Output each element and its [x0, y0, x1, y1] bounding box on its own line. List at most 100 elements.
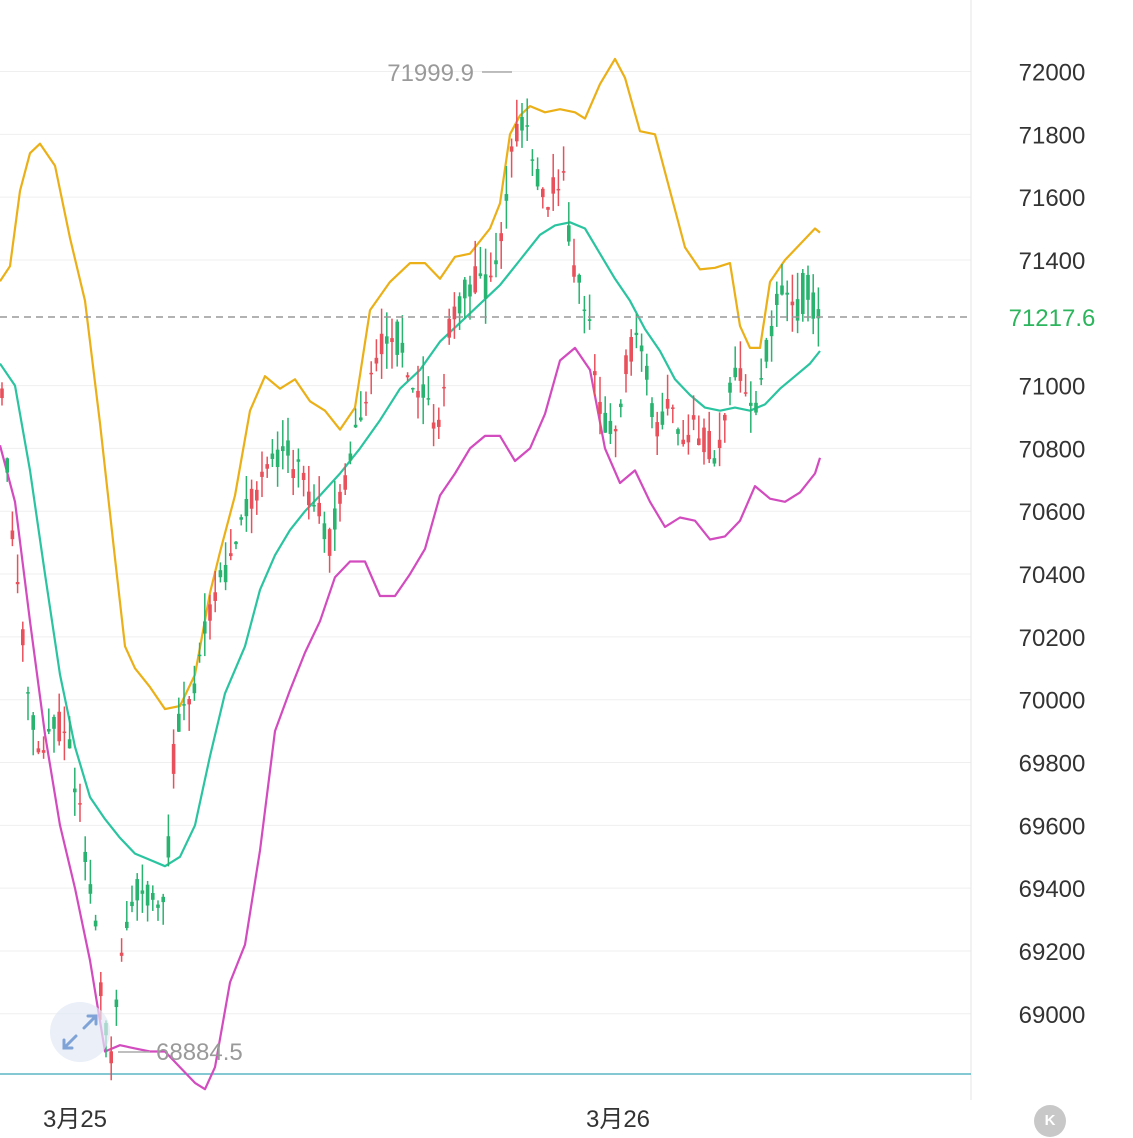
candle-body — [301, 472, 306, 480]
candle-body — [593, 371, 597, 376]
candle-body — [561, 171, 566, 173]
candle-body — [463, 279, 467, 299]
candle-body — [374, 357, 379, 364]
candle-body — [535, 169, 540, 187]
candle-body — [88, 884, 93, 894]
kline-settings-button[interactable]: K — [1034, 1105, 1066, 1137]
candle-body — [468, 284, 472, 297]
candle-body — [790, 301, 795, 306]
candle-body — [775, 293, 779, 305]
candle-body — [707, 430, 711, 460]
candle-body — [52, 716, 56, 729]
candle-body — [353, 424, 358, 428]
bollinger-bands — [0, 57, 822, 1091]
y-tick-label: 71800 — [1019, 122, 1086, 149]
y-tick-label: 71000 — [1019, 374, 1086, 401]
candle-body — [634, 332, 639, 336]
candle-body — [229, 553, 233, 557]
expand-button[interactable] — [50, 1002, 110, 1062]
candle-body — [385, 336, 389, 344]
candle-body — [145, 884, 150, 906]
candle-body — [749, 402, 753, 406]
candle-body — [473, 266, 477, 293]
candle-body — [795, 299, 800, 321]
candle-body — [151, 893, 155, 900]
candle-body — [203, 621, 207, 634]
candle-body — [624, 355, 628, 375]
candle-body — [31, 715, 35, 730]
candle-body — [364, 401, 368, 404]
candle-body — [603, 412, 607, 433]
candle-body — [520, 116, 524, 131]
candle-body — [161, 896, 165, 903]
candle-body — [452, 306, 457, 320]
candle-body — [0, 388, 4, 399]
x-axis: 3月25 3月26 — [43, 1106, 650, 1133]
candle-body — [780, 285, 784, 295]
candle-body — [192, 683, 197, 694]
middle-band — [0, 221, 821, 868]
candle-body — [244, 498, 249, 517]
candle-body — [769, 325, 774, 337]
candle-body — [57, 711, 61, 742]
candle-body — [457, 296, 462, 314]
candle-body — [598, 401, 602, 414]
candle-body — [265, 464, 269, 469]
candle-body — [223, 564, 228, 583]
candle-body — [67, 739, 72, 749]
candle-body — [296, 459, 301, 462]
candle-body — [738, 368, 743, 381]
candle-body — [608, 420, 613, 434]
candle-body — [546, 207, 550, 210]
candle-body — [712, 458, 717, 464]
y-axis: 72000 71800 71600 71400 71000 70800 70600 70400… — [1019, 60, 1086, 1029]
candle-body — [171, 743, 176, 774]
candle-body — [187, 699, 191, 705]
candle-body — [114, 999, 119, 1008]
candle-body — [572, 265, 576, 277]
candle-body — [156, 904, 160, 908]
candle-body — [359, 417, 363, 421]
y-tick-label: 70800 — [1019, 436, 1086, 463]
candle-body — [743, 392, 748, 394]
candle-body — [218, 570, 223, 578]
candle-body — [686, 434, 691, 443]
candle-body — [556, 188, 561, 191]
candle-body — [681, 439, 685, 445]
candle-body — [426, 398, 431, 400]
candle-body — [702, 427, 706, 453]
candle-body — [83, 851, 87, 862]
candle-body — [166, 836, 171, 858]
candle-body — [587, 319, 592, 321]
candle-body — [629, 337, 633, 362]
candlesticks[interactable] — [0, 98, 821, 1081]
candle-body — [369, 372, 373, 375]
candle-body — [754, 402, 758, 413]
candle-body — [255, 489, 259, 501]
candle-body — [697, 438, 701, 446]
candle-body — [515, 123, 519, 142]
y-tick-label: 70200 — [1019, 625, 1086, 652]
y-tick-label: 69600 — [1019, 813, 1086, 840]
candle-body — [431, 422, 436, 429]
y-tick-label: 69200 — [1019, 939, 1086, 966]
candle-body — [691, 415, 696, 420]
candle-body — [676, 429, 680, 434]
candle-body — [208, 604, 212, 621]
candle-body — [723, 414, 727, 421]
upper-band — [0, 57, 821, 711]
candle-body — [275, 449, 280, 468]
candle-body — [619, 403, 623, 408]
y-tick-label: 72000 — [1019, 60, 1086, 87]
candle-body — [234, 541, 238, 545]
candle-body — [41, 750, 46, 753]
candle-body — [400, 342, 405, 353]
candle-body — [411, 387, 415, 390]
candle-body — [525, 125, 529, 127]
candle-body — [21, 629, 25, 646]
candle-body — [140, 890, 145, 894]
candle-body — [405, 375, 410, 378]
candle-body — [421, 384, 425, 398]
candle-body — [717, 439, 722, 448]
